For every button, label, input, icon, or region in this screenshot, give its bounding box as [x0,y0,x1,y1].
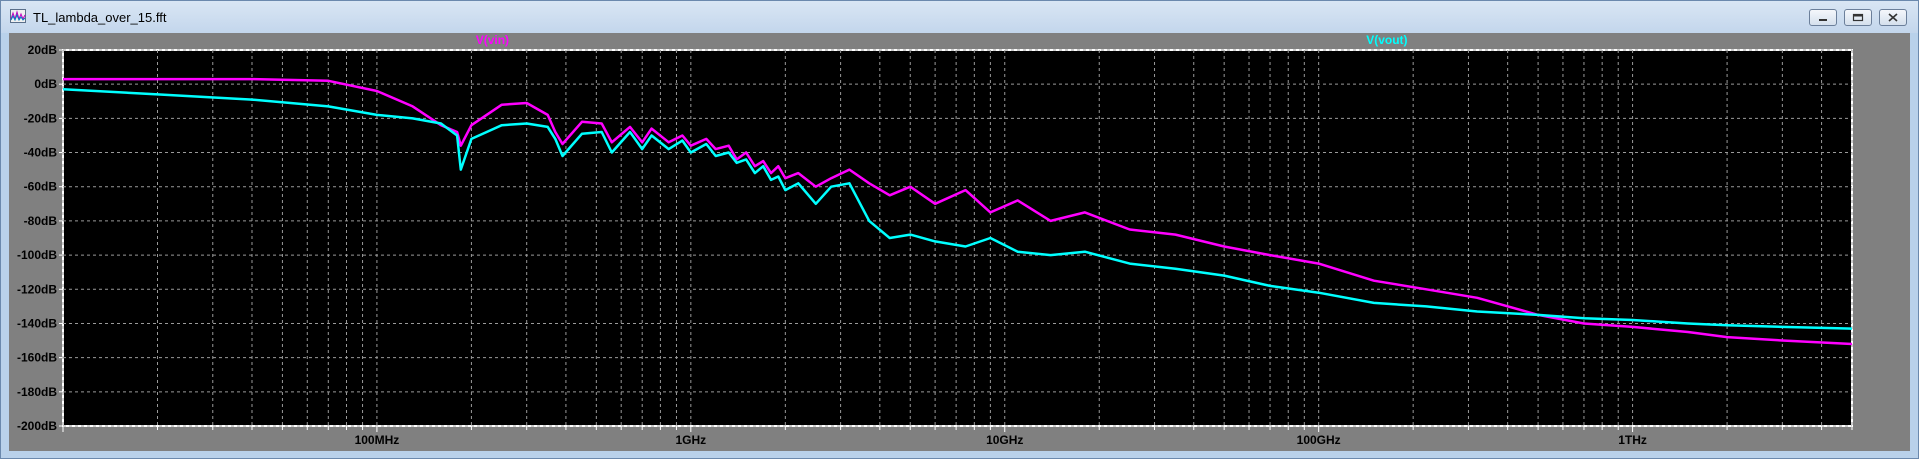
y-tick-label: -120dB [17,282,57,296]
plot-area[interactable]: 20dB 0dB -20dB -40dB -60dB -80dB -100dB -120dB -… [9,33,1910,451]
y-tick-label: 0dB [34,77,57,91]
restore-icon [1845,10,1871,25]
y-tick-label: -200dB [17,419,57,433]
y-tick-label: -140dB [17,316,57,330]
y-tick-label: 20dB [28,43,58,57]
y-tick-label: -40dB [24,146,58,160]
y-tick-label: -160dB [17,351,57,365]
fft-chart[interactable]: 20dB 0dB -20dB -40dB -60dB -80dB -100dB -120dB -… [9,33,1910,451]
x-tick-label: 1THz [1618,433,1647,447]
legend-label-vin: V(vin) [476,33,509,47]
y-tick-label: -180dB [17,385,57,399]
x-tick-label: 10GHz [986,433,1023,447]
close-button[interactable] [1879,9,1907,26]
restore-button[interactable] [1844,9,1872,26]
x-tick-label: 100GHz [1297,433,1341,447]
x-tick-label: 1GHz [675,433,706,447]
close-icon [1880,10,1906,25]
window-title: TL_lambda_over_15.fft [33,10,166,25]
y-tick-label: -80dB [24,214,58,228]
y-tick-label: -20dB [24,111,58,125]
minimize-icon [1810,10,1836,25]
legend-label-vout: V(vout) [1366,33,1407,47]
y-tick-label: -100dB [17,248,57,262]
title-bar[interactable]: TL_lambda_over_15.fft [1,1,1918,33]
y-tick-label: -60dB [24,180,58,194]
x-tick-label: 100MHz [355,433,400,447]
waveform-icon [10,9,26,23]
minimize-button[interactable] [1809,9,1837,26]
